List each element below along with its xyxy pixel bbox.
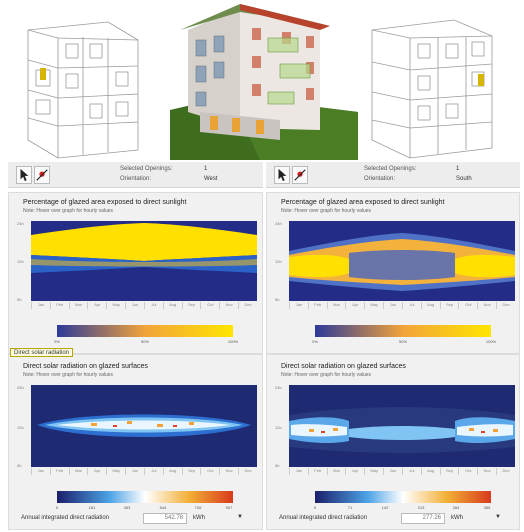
radiation-scale-ticks: 0 71 142 213 284 355 — [313, 505, 491, 510]
panel-note: Note: Hover over graph for hourly values — [23, 208, 114, 214]
radiation-heatmap[interactable] — [31, 385, 257, 467]
dropdown-arrow-icon[interactable]: ▼ — [237, 514, 243, 520]
y-tick: 24h — [17, 221, 24, 226]
panel-note: Note: Hover over graph for hourly values — [281, 372, 372, 378]
panel-note: Note: Hover over graph for hourly values — [281, 208, 372, 214]
sunlight-heatmap[interactable] — [31, 221, 257, 301]
selected-openings-value: 1 — [204, 166, 208, 172]
sunlight-percentage-panel-south: Percentage of glazed area exposed to dir… — [266, 192, 520, 354]
month-axis: Jan Feb Mar Apr May Jun Jul Aug Sep Oct Nov Dec — [289, 302, 515, 309]
wireframe-building-south — [358, 0, 510, 160]
month-axis: Jan Feb Mar Apr May Jun Jul Aug Sep Oct Nov Dec — [289, 468, 515, 475]
building-render-drawing — [170, 0, 358, 160]
radiation-scale-ticks: 0 181 363 544 726 907 — [55, 505, 233, 510]
annual-radiation-label: Annual integrated direct radiation — [279, 515, 368, 521]
month-axis: Jan Feb Mar Apr May Jun Jul Aug Sep Oct Nov Dec — [31, 468, 257, 475]
hover-tooltip: Direct solar radiation — [10, 348, 74, 357]
panel-title: Percentage of glazed area exposed to dir… — [281, 199, 445, 206]
selected-openings-label: Selected Openings: — [120, 166, 173, 172]
panel-title: Direct solar radiation on glazed surface… — [23, 363, 148, 370]
y-tick: 0h — [17, 463, 22, 468]
toolbar-right: Selected Openings: 1 Orientation: South — [266, 162, 520, 188]
y-tick: 24h — [275, 221, 282, 226]
y-tick: 12h — [17, 425, 24, 430]
dropdown-arrow-icon[interactable]: ▼ — [495, 514, 501, 520]
solar-radiation-panel-south: Direct solar radiation on glazed surface… — [266, 354, 520, 530]
wireframe-west-drawing — [27, 21, 139, 159]
y-tick: 12h — [275, 425, 282, 430]
wireframe-building-west — [8, 0, 160, 160]
y-tick: 12h — [275, 259, 282, 264]
y-tick: 24h — [275, 385, 282, 390]
annual-radiation-value: 542.78 — [143, 513, 187, 524]
percentage-color-scale — [315, 325, 491, 337]
annual-radiation-unit: kWh — [451, 515, 463, 521]
orientation-label: Orientation: — [120, 176, 152, 182]
wireframe-south-drawing — [371, 19, 493, 159]
panel-note: Note: Hover over graph for hourly values — [23, 372, 114, 378]
solar-radiation-panel-west: Direct solar radiation on glazed surface… — [8, 354, 263, 530]
cursor-icon[interactable] — [16, 166, 32, 184]
selected-openings-value: 1 — [456, 166, 460, 172]
orientation-value: West — [204, 176, 218, 182]
y-tick: 12h — [17, 259, 24, 264]
percentage-color-scale — [57, 325, 233, 337]
sun-tool-icon[interactable] — [34, 166, 50, 184]
annual-radiation-unit: kWh — [193, 515, 205, 521]
panel-title: Percentage of glazed area exposed to dir… — [23, 199, 187, 206]
building-3d-render — [170, 0, 358, 160]
y-tick: 0h — [275, 297, 280, 302]
sun-tool-icon[interactable] — [292, 166, 308, 184]
radiation-color-scale — [57, 491, 233, 503]
selected-openings-label: Selected Openings: — [364, 166, 417, 172]
annual-radiation-label: Annual integrated direct radiation — [21, 515, 110, 521]
radiation-heatmap[interactable] — [289, 385, 515, 467]
y-tick: 0h — [17, 297, 22, 302]
sunlight-heatmap[interactable] — [289, 221, 515, 301]
cursor-icon[interactable] — [274, 166, 290, 184]
y-tick: 24h — [17, 385, 24, 390]
orientation-value: South — [456, 176, 472, 182]
radiation-color-scale — [315, 491, 491, 503]
month-axis: Jan Feb Mar Apr May Jun Jul Aug Sep Oct Nov Dec — [31, 302, 257, 309]
toolbar-left: Selected Openings: 1 Orientation: West — [8, 162, 263, 188]
percentage-scale-ticks: 0% 50% 100% — [54, 339, 239, 344]
sunlight-percentage-panel-west: Percentage of glazed area exposed to dir… — [8, 192, 263, 354]
percentage-scale-ticks: 0% 50% 100% — [312, 339, 497, 344]
y-tick: 0h — [275, 463, 280, 468]
panel-title: Direct solar radiation on glazed surface… — [281, 363, 406, 370]
orientation-label: Orientation: — [364, 176, 396, 182]
annual-radiation-value: 277.26 — [401, 513, 445, 524]
